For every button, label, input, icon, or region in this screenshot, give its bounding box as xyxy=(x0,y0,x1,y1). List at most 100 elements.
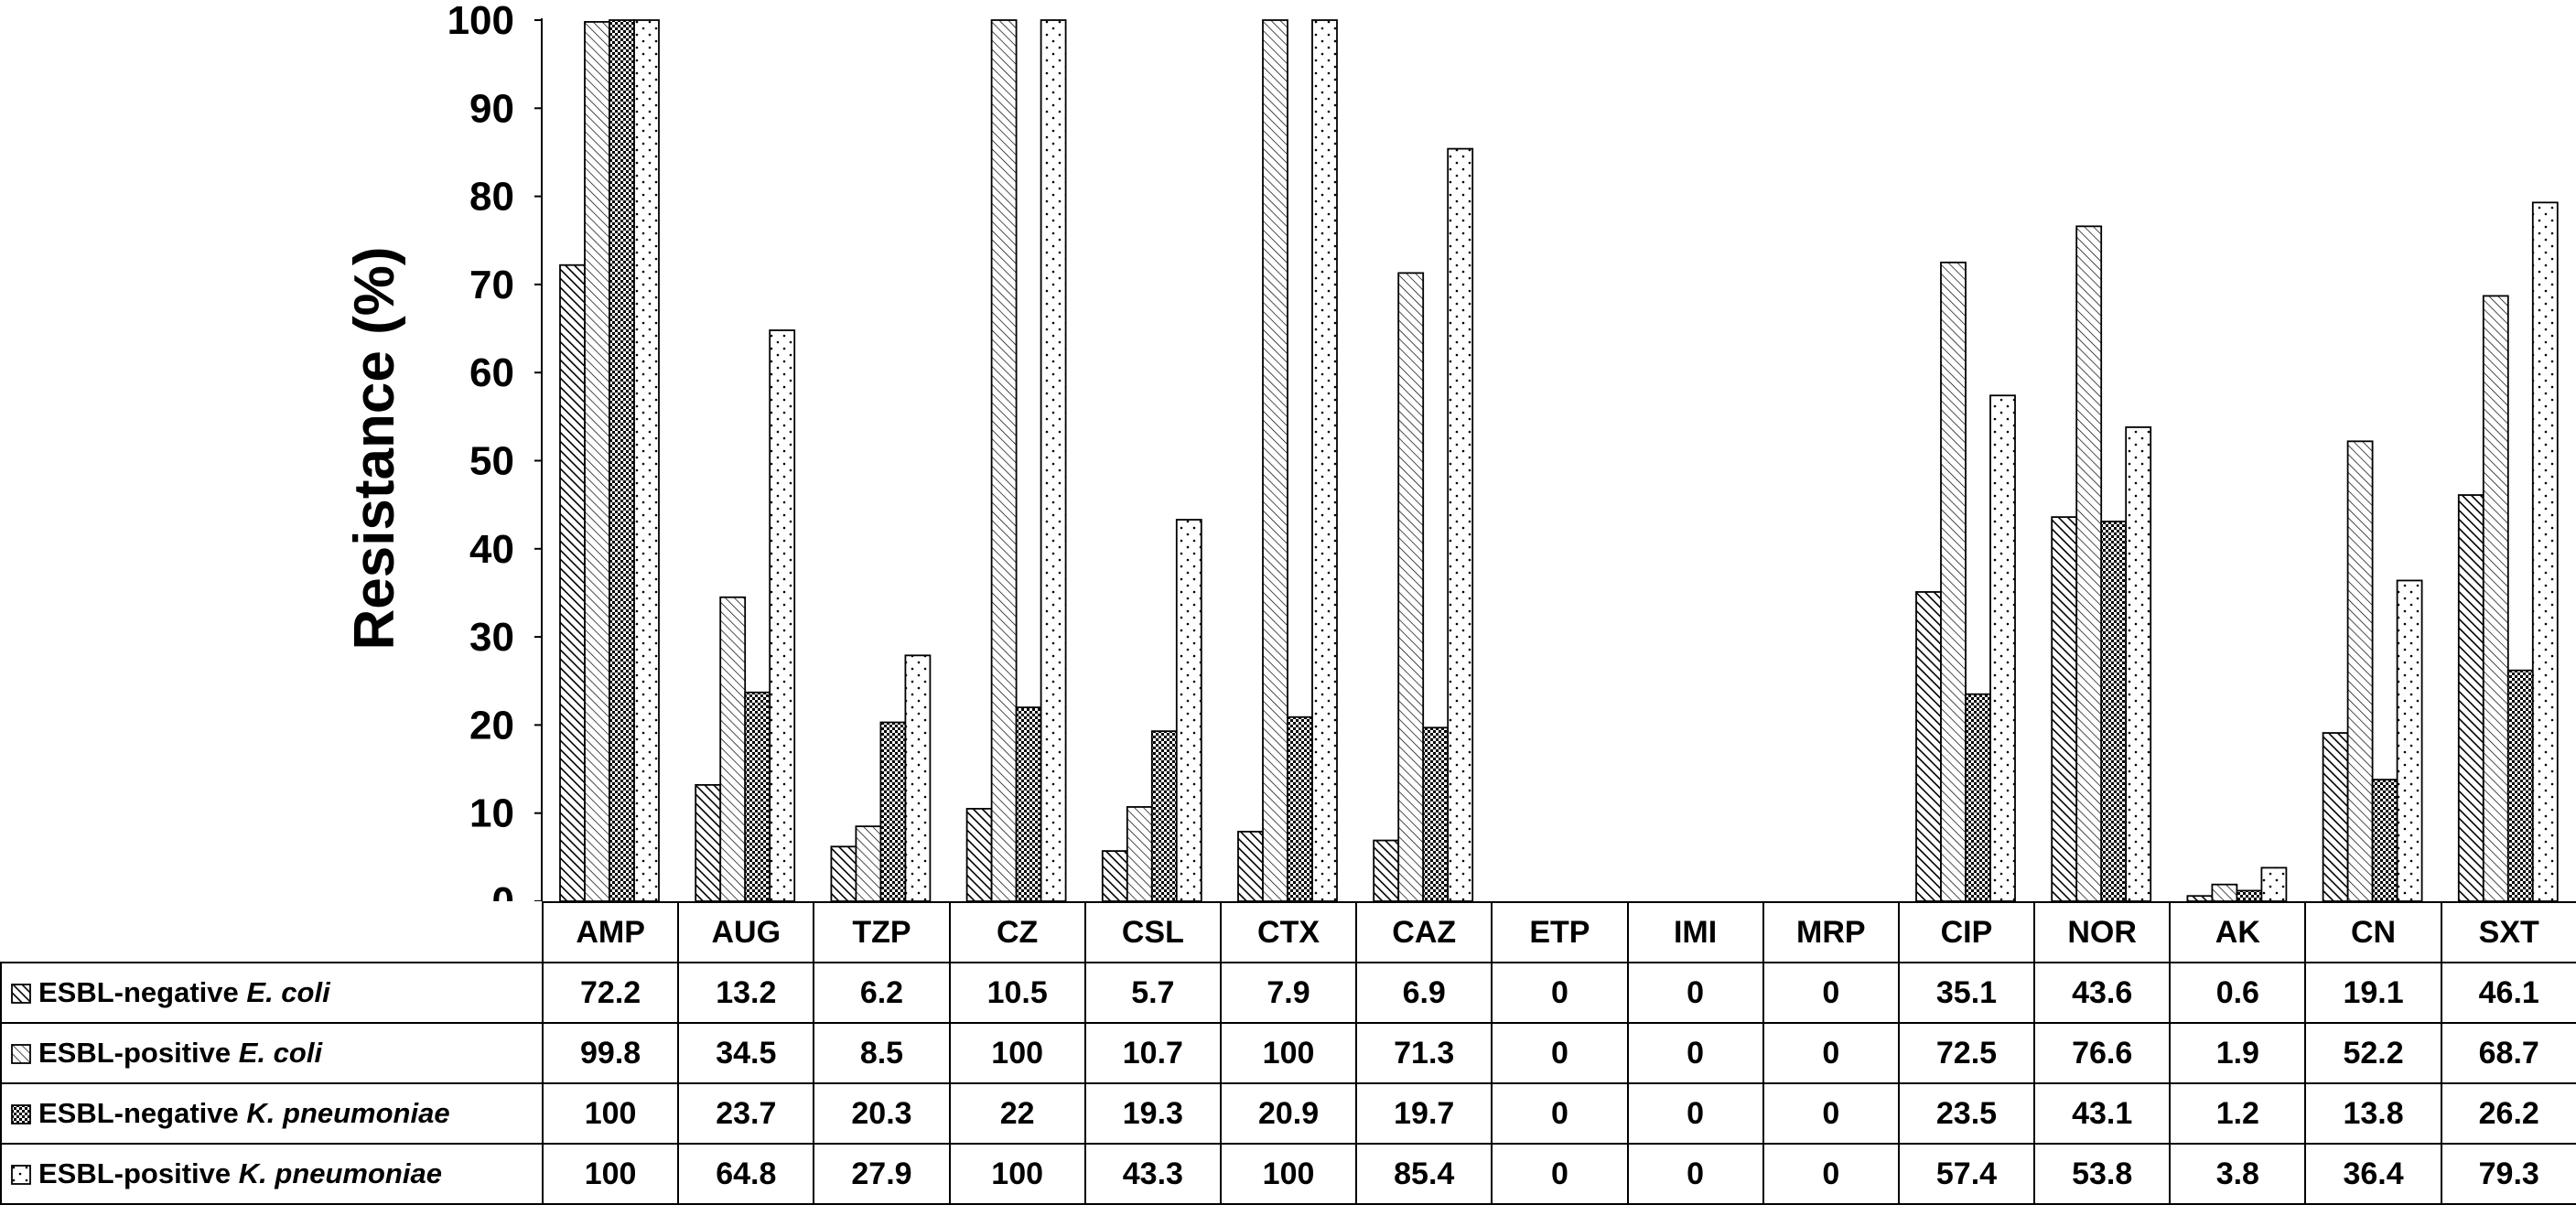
legend-label-prefix: ESBL-negative xyxy=(38,976,247,1008)
bar-nor-series-3 xyxy=(2100,521,2128,901)
table-cell-value: 43.6 xyxy=(2033,962,2172,1024)
bar-sxt-series-4 xyxy=(2531,201,2559,901)
bar-cn-series-3 xyxy=(2371,779,2398,901)
bars xyxy=(559,19,2559,901)
bar-cz-series-2 xyxy=(990,19,1018,901)
table-cell-value: 43.3 xyxy=(1083,1143,1222,1205)
bar-csl-series-1 xyxy=(1101,850,1128,901)
x-category-label: CTX xyxy=(1219,901,1358,963)
bar-cn-series-4 xyxy=(2396,579,2423,901)
bar-caz-series-3 xyxy=(1422,726,1450,901)
table-cell-value: 7.9 xyxy=(1219,962,1358,1024)
table-cell-value: 100 xyxy=(541,1143,680,1205)
bar-chart: 0 10 20 30 40 50 60 70 80 90 100 Resistance (%) xyxy=(343,0,2559,901)
table-cell-value: 0 xyxy=(1626,1082,1764,1145)
table-cell-value: 13.8 xyxy=(2304,1082,2442,1145)
y-axis-title: Resistance (%) xyxy=(343,246,406,650)
table-cell-value: 99.8 xyxy=(541,1022,680,1084)
table-cell-value: 0 xyxy=(1491,1022,1629,1084)
bar-ctx-series-3 xyxy=(1287,715,1313,901)
bar-nor-series-2 xyxy=(2075,225,2103,901)
bar-ctx-series-1 xyxy=(1237,831,1264,901)
table-corner-cell xyxy=(1,902,544,963)
table-cell-value: 72.5 xyxy=(1897,1022,2036,1084)
bar-ctx-series-2 xyxy=(1262,19,1288,901)
table-cell-value: 100 xyxy=(541,1082,680,1145)
x-category-label: CSL xyxy=(1083,901,1222,963)
bar-tzp-series-1 xyxy=(830,845,857,901)
table-cell-value: 8.5 xyxy=(813,1022,951,1084)
table-cell-value: 72.2 xyxy=(541,962,680,1024)
table-row: ESBL-positive K. pneumoniae 100 64.8 27.9 10… xyxy=(0,1143,2576,1205)
bar-ak-series-4 xyxy=(2260,866,2288,901)
bar-caz-series-1 xyxy=(1373,839,1400,901)
bar-cz-series-4 xyxy=(1040,19,1067,901)
table-cell-value: 23.7 xyxy=(677,1082,815,1145)
x-category-label: CIP xyxy=(1897,901,2036,963)
bar-aug-series-4 xyxy=(769,329,796,901)
bar-aug-series-3 xyxy=(744,691,771,901)
bar-sxt-series-3 xyxy=(2506,669,2534,901)
legend-entry: ESBL-negative K. pneumoniae xyxy=(0,1082,544,1145)
table-cell-value: 0 xyxy=(1491,1143,1629,1205)
table-row: ESBL-positive E. coli 99.8 34.5 8.5 100 10.7 1… xyxy=(0,1022,2576,1084)
bar-cn-series-2 xyxy=(2346,440,2374,901)
legend-label-organism: K. pneumoniae xyxy=(246,1097,450,1129)
legend-label-prefix: ESBL-negative xyxy=(38,1097,247,1129)
table-cell-value: 100 xyxy=(948,1143,1086,1205)
bar-csl-series-2 xyxy=(1126,806,1153,901)
x-category-label: CZ xyxy=(948,901,1086,963)
x-category-label: CAZ xyxy=(1355,901,1493,963)
table-cell-value: 53.8 xyxy=(2033,1143,2172,1205)
table-cell-value: 0 xyxy=(1762,962,1900,1024)
table-cell-value: 5.7 xyxy=(1083,962,1222,1024)
table-cell-value: 10.5 xyxy=(948,962,1086,1024)
table-cell-value: 100 xyxy=(1219,1022,1358,1084)
bar-tzp-series-4 xyxy=(904,654,932,901)
table-cell-value: 64.8 xyxy=(677,1143,815,1205)
bar-caz-series-2 xyxy=(1397,272,1425,901)
legend-label-prefix: ESBL-positive xyxy=(38,1157,239,1189)
y-tick-label: 10 xyxy=(469,791,514,836)
legend-label-prefix: ESBL-positive xyxy=(38,1037,239,1069)
legend-swatch xyxy=(11,984,31,1004)
table-row: ESBL-negative E. coli 72.2 13.2 6.2 10.5 5.7 7… xyxy=(0,962,2576,1024)
table-cell-value: 52.2 xyxy=(2304,1022,2442,1084)
table-cell-value: 79.3 xyxy=(2440,1143,2576,1205)
bar-cip-series-1 xyxy=(1915,591,1942,901)
x-category-label: AMP xyxy=(541,901,680,963)
bar-cz-series-3 xyxy=(1015,706,1042,901)
table-cell-value: 19.7 xyxy=(1355,1082,1493,1145)
x-category-label: SXT xyxy=(2440,901,2576,963)
bar-sxt-series-1 xyxy=(2457,494,2484,901)
legend-label-organism: K. pneumoniae xyxy=(238,1157,442,1189)
y-axis: 0 10 20 30 40 50 60 70 80 90 100 xyxy=(447,0,543,901)
table-cell-value: 0 xyxy=(1762,1022,1900,1084)
table-cell-value: 57.4 xyxy=(1897,1143,2036,1205)
bar-ak-series-2 xyxy=(2211,883,2238,901)
table-row: ESBL-negative K. pneumoniae 100 23.7 20.3 22… xyxy=(0,1082,2576,1145)
table-cell-value: 34.5 xyxy=(677,1022,815,1084)
table-cell-value: 68.7 xyxy=(2440,1022,2576,1084)
table-cell-value: 26.2 xyxy=(2440,1082,2576,1145)
bar-amp-series-4 xyxy=(633,19,660,901)
table-cell-value: 35.1 xyxy=(1897,962,2036,1024)
y-tick-label: 30 xyxy=(469,615,514,660)
table-cell-value: 19.1 xyxy=(2304,962,2442,1024)
data-table: AMP AUG TZP CZ CSL CTX CAZ ETP IMI MRP CIP NOR AK CN S… xyxy=(0,901,2576,1205)
table-cell-value: 0 xyxy=(1626,962,1764,1024)
y-tick-label: 20 xyxy=(469,703,514,748)
y-tick-label: 100 xyxy=(447,0,514,43)
y-tick-label: 80 xyxy=(469,175,514,220)
y-tick-label: 90 xyxy=(469,86,514,131)
bar-cn-series-1 xyxy=(2322,732,2349,901)
bar-csl-series-3 xyxy=(1150,730,1178,901)
legend-entry: ESBL-positive K. pneumoniae xyxy=(0,1143,544,1205)
table-cell-value: 0 xyxy=(1626,1143,1764,1205)
table-cell-value: 0 xyxy=(1491,1082,1629,1145)
x-category-label: TZP xyxy=(813,901,951,963)
table-cell-value: 76.6 xyxy=(2033,1022,2172,1084)
bar-nor-series-1 xyxy=(2051,516,2078,901)
legend-swatch xyxy=(11,1104,31,1124)
table-cell-value: 10.7 xyxy=(1083,1022,1222,1084)
